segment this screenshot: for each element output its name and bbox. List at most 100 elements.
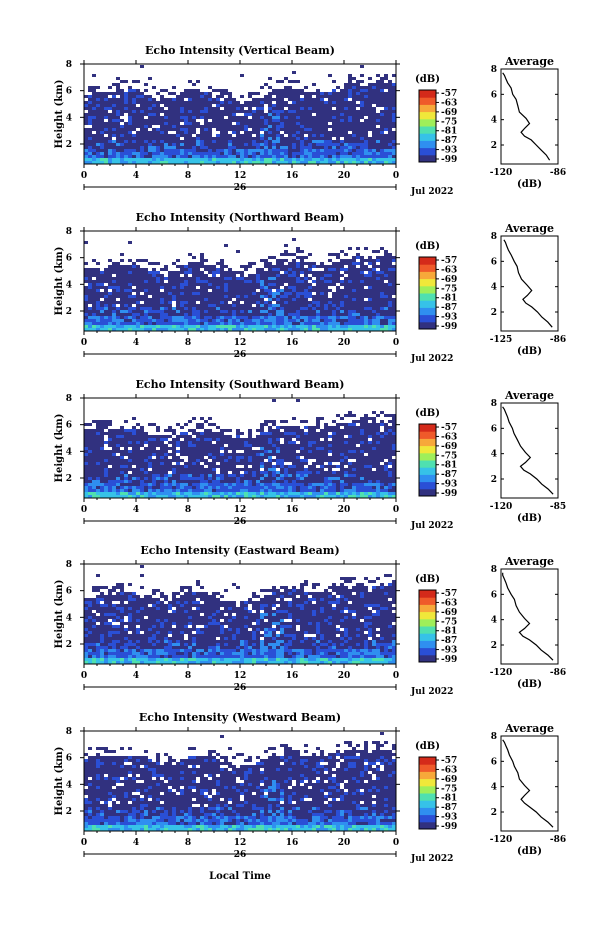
average-frame [500, 235, 559, 332]
heatmap-cell [124, 128, 128, 131]
heatmap-cell [236, 131, 240, 134]
heatmap-cell [140, 316, 144, 319]
heatmap-cell [352, 268, 356, 271]
heatmap-cell [208, 301, 212, 304]
heatmap-cell [140, 149, 144, 152]
heatmap-cell [276, 474, 280, 477]
heatmap-cell [280, 495, 284, 498]
heatmap-cell [256, 489, 260, 492]
heatmap-cell [392, 268, 396, 271]
heatmap-cell [96, 310, 100, 313]
heatmap-cell [112, 328, 116, 331]
heatmap-cell [264, 286, 268, 289]
heatmap-cell [276, 298, 280, 301]
heatmap-cell [308, 98, 312, 101]
heatmap-cell [96, 292, 100, 295]
heatmap-cell [288, 80, 292, 83]
heatmap-cell [268, 104, 272, 107]
heatmap-cell [348, 301, 352, 304]
heatmap-cell [276, 158, 280, 161]
heatmap-cell [240, 468, 244, 471]
heatmap-cell [168, 310, 172, 313]
heatmap-cell [96, 474, 100, 477]
heatmap-cell [388, 319, 392, 322]
heatmap-cell [100, 116, 104, 119]
heatmap-cell [372, 149, 376, 152]
heatmap-cell [108, 113, 112, 116]
heatmap-cell [180, 489, 184, 492]
heatmap-cell [204, 435, 208, 438]
heatmap-cell [324, 155, 328, 158]
heatmap-cell [224, 453, 228, 456]
heatmap-cell [168, 277, 172, 280]
heatmap-cell [100, 480, 104, 483]
heatmap-cell [224, 137, 228, 140]
heatmap-cell [88, 98, 92, 101]
heatmap-cell [152, 310, 156, 313]
heatmap-cell [120, 110, 124, 113]
heatmap-cell [228, 161, 232, 164]
heatmap-cell [88, 89, 92, 92]
heatmap-cell [368, 113, 372, 116]
heatmap-cell [296, 489, 300, 492]
heatmap-cell [156, 110, 160, 113]
heatmap-cell [356, 262, 360, 265]
heatmap-cell [184, 134, 188, 137]
heatmap-cell [108, 453, 112, 456]
heatmap-cell [376, 83, 380, 86]
heatmap-cell [328, 304, 332, 307]
heatmap-cell [372, 268, 376, 271]
heatmap-cell [136, 310, 140, 313]
heatmap-cell [276, 319, 280, 322]
heatmap-cell [180, 310, 184, 313]
heatmap-cell [172, 128, 176, 131]
heatmap-cell [160, 459, 164, 462]
heatmap-cell [276, 328, 280, 331]
heatmap-cell [228, 113, 232, 116]
heatmap-cell [220, 301, 224, 304]
heatmap-cell [188, 268, 192, 271]
heatmap-cell [132, 125, 136, 128]
heatmap-cell [120, 462, 124, 465]
heatmap-cell [320, 310, 324, 313]
heatmap-cell [372, 143, 376, 146]
heatmap-cell [348, 92, 352, 95]
heatmap-cell [248, 453, 252, 456]
heatmap-cell [368, 128, 372, 131]
heatmap-cell [228, 101, 232, 104]
heatmap-cell [140, 146, 144, 149]
heatmap-cell [188, 301, 192, 304]
heatmap-cell [100, 307, 104, 310]
heatmap-cell [100, 95, 104, 98]
heatmap-cell [120, 146, 124, 149]
heatmap-cell [196, 295, 200, 298]
heatmap-cell [184, 465, 188, 468]
heatmap-cell [348, 292, 352, 295]
heatmap-cell [268, 155, 272, 158]
heatmap-cell [300, 262, 304, 265]
heatmap-cell [308, 110, 312, 113]
heatmap-cell [204, 277, 208, 280]
heatmap-cell [132, 134, 136, 137]
heatmap-cell [272, 286, 276, 289]
heatmap-cell [144, 95, 148, 98]
heatmap-cell [140, 98, 144, 101]
heatmap-cell [264, 292, 268, 295]
heatmap-cell [124, 274, 128, 277]
heatmap-cell [256, 158, 260, 161]
heatmap-cell [176, 471, 180, 474]
heatmap-cell [380, 134, 384, 137]
heatmap-cell [208, 316, 212, 319]
heatmap-cell [268, 322, 272, 325]
heatmap-cell [352, 256, 356, 259]
heatmap-cell [136, 152, 140, 155]
heatmap-cell [128, 310, 132, 313]
heatmap-cell [148, 110, 152, 113]
heatmap-cell [180, 483, 184, 486]
heatmap-cell [260, 304, 264, 307]
heatmap-cell [328, 92, 332, 95]
heatmap-cell [200, 262, 204, 265]
heatmap-cell [180, 304, 184, 307]
heatmap-cell [84, 444, 88, 447]
heatmap-cell [92, 295, 96, 298]
